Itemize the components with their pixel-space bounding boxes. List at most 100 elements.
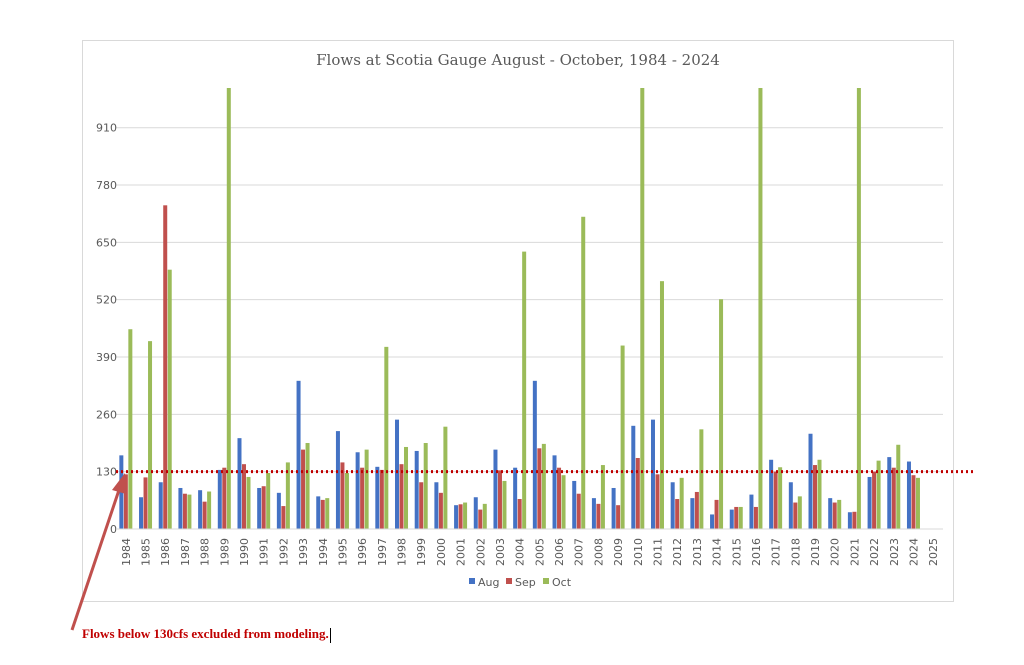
x-tick-label: 2020 xyxy=(829,538,842,566)
x-tick-label: 2000 xyxy=(435,538,448,566)
annotation-note: Flows below 130cfs excluded from modelin… xyxy=(82,626,331,643)
bar-aug-1991 xyxy=(257,487,262,529)
x-tick-label: 1996 xyxy=(356,538,369,566)
bar-oct-2001 xyxy=(463,502,468,529)
bar-sep-1985 xyxy=(143,477,148,529)
x-tick-label: 2022 xyxy=(868,538,881,566)
legend-label-aug: Aug xyxy=(478,576,499,589)
bar-oct-2002 xyxy=(482,503,487,529)
bar-oct-2024 xyxy=(915,477,920,529)
y-tick-label: 650 xyxy=(96,236,117,249)
x-tick-label: 1985 xyxy=(140,538,153,566)
bar-oct-2023 xyxy=(896,444,901,529)
bar-sep-2015 xyxy=(734,506,739,529)
legend-swatch-sep xyxy=(506,578,512,584)
bar-aug-1990 xyxy=(237,438,242,529)
bar-aug-2007 xyxy=(572,480,577,529)
bar-aug-2014 xyxy=(710,514,715,529)
bar-oct-1999 xyxy=(423,443,428,529)
x-tick-label: 2023 xyxy=(888,538,901,566)
bar-oct-2020 xyxy=(837,499,842,529)
bar-sep-2000 xyxy=(438,492,443,529)
bar-sep-2017 xyxy=(773,471,778,529)
x-tick-label: 2021 xyxy=(848,538,861,566)
bar-oct-2006 xyxy=(561,475,566,529)
x-tick-label: 1994 xyxy=(317,538,330,566)
bar-sep-2011 xyxy=(655,474,660,529)
bar-oct-2010 xyxy=(640,88,645,529)
bar-oct-2004 xyxy=(522,251,527,529)
bar-aug-2010 xyxy=(631,425,636,529)
bar-sep-2013 xyxy=(694,491,699,529)
x-tick-label: 2012 xyxy=(671,538,684,566)
bar-oct-2021 xyxy=(856,88,861,529)
bar-aug-1995 xyxy=(335,431,340,529)
y-tick-label: 780 xyxy=(96,179,117,192)
bar-sep-1993 xyxy=(301,449,306,529)
bar-aug-1985 xyxy=(139,497,144,529)
bar-sep-2014 xyxy=(714,499,719,529)
bar-aug-1999 xyxy=(414,450,419,529)
bar-sep-2005 xyxy=(537,448,542,529)
x-tick-label: 2017 xyxy=(770,538,783,566)
bar-sep-1991 xyxy=(261,486,266,529)
bar-sep-1997 xyxy=(379,469,384,529)
legend-label-sep: Sep xyxy=(515,576,536,589)
chart-frame xyxy=(82,40,954,602)
bar-aug-2024 xyxy=(906,461,911,529)
x-tick-label: 2003 xyxy=(494,538,507,566)
bar-oct-1987 xyxy=(187,494,192,529)
bar-aug-2009 xyxy=(611,487,616,529)
bar-oct-1984 xyxy=(128,329,133,529)
x-tick-label: 2002 xyxy=(474,538,487,566)
x-tick-label: 1989 xyxy=(218,538,231,566)
bar-oct-1989 xyxy=(226,88,231,529)
bar-sep-1989 xyxy=(222,467,227,529)
bar-aug-1986 xyxy=(158,482,163,529)
x-tick-label: 2004 xyxy=(514,538,527,566)
bar-oct-2018 xyxy=(797,496,802,529)
arrow-shaft xyxy=(70,489,121,631)
bar-sep-1988 xyxy=(202,501,207,529)
x-tick-label: 2015 xyxy=(730,538,743,566)
bar-sep-1994 xyxy=(320,499,325,529)
bar-sep-2010 xyxy=(635,457,640,529)
bar-oct-1993 xyxy=(305,443,310,529)
bar-sep-2021 xyxy=(852,511,857,529)
bar-sep-2003 xyxy=(497,470,502,529)
bar-aug-1998 xyxy=(395,419,400,529)
bar-sep-1998 xyxy=(399,464,404,529)
y-tick-label: 130 xyxy=(96,466,117,479)
bar-sep-2008 xyxy=(596,503,601,529)
bar-aug-1988 xyxy=(198,490,203,529)
bar-aug-1994 xyxy=(316,496,321,529)
bar-aug-2022 xyxy=(867,476,872,529)
x-tick-label: 1988 xyxy=(199,538,212,566)
bar-aug-2006 xyxy=(552,455,557,529)
x-tick-label: 2014 xyxy=(711,538,724,566)
chart-title: Flows at Scotia Gauge August - October, … xyxy=(316,51,720,69)
bar-oct-2015 xyxy=(738,506,743,529)
bar-aug-2023 xyxy=(887,457,892,529)
bar-sep-1996 xyxy=(360,467,365,529)
bar-sep-1987 xyxy=(182,493,187,529)
bar-oct-1986 xyxy=(167,269,172,529)
y-tick-label: 0 xyxy=(110,523,117,536)
bar-oct-1996 xyxy=(364,449,369,529)
y-tick-label: 390 xyxy=(96,351,117,364)
x-tick-label: 1991 xyxy=(258,538,271,566)
legend-swatch-oct xyxy=(543,578,549,584)
bar-oct-1985 xyxy=(148,341,153,529)
bar-sep-2002 xyxy=(478,509,483,529)
bar-sep-2012 xyxy=(675,499,680,529)
x-tick-label: 2019 xyxy=(809,538,822,566)
bar-sep-2009 xyxy=(616,505,621,529)
bar-oct-2009 xyxy=(620,345,625,529)
bar-oct-2012 xyxy=(679,477,684,529)
x-tick-label: 2024 xyxy=(907,538,920,566)
bar-oct-1990 xyxy=(246,476,251,529)
bar-aug-1987 xyxy=(178,487,183,529)
bar-sep-2019 xyxy=(813,465,818,529)
bar-aug-2000 xyxy=(434,482,439,529)
bar-oct-2022 xyxy=(876,460,881,529)
